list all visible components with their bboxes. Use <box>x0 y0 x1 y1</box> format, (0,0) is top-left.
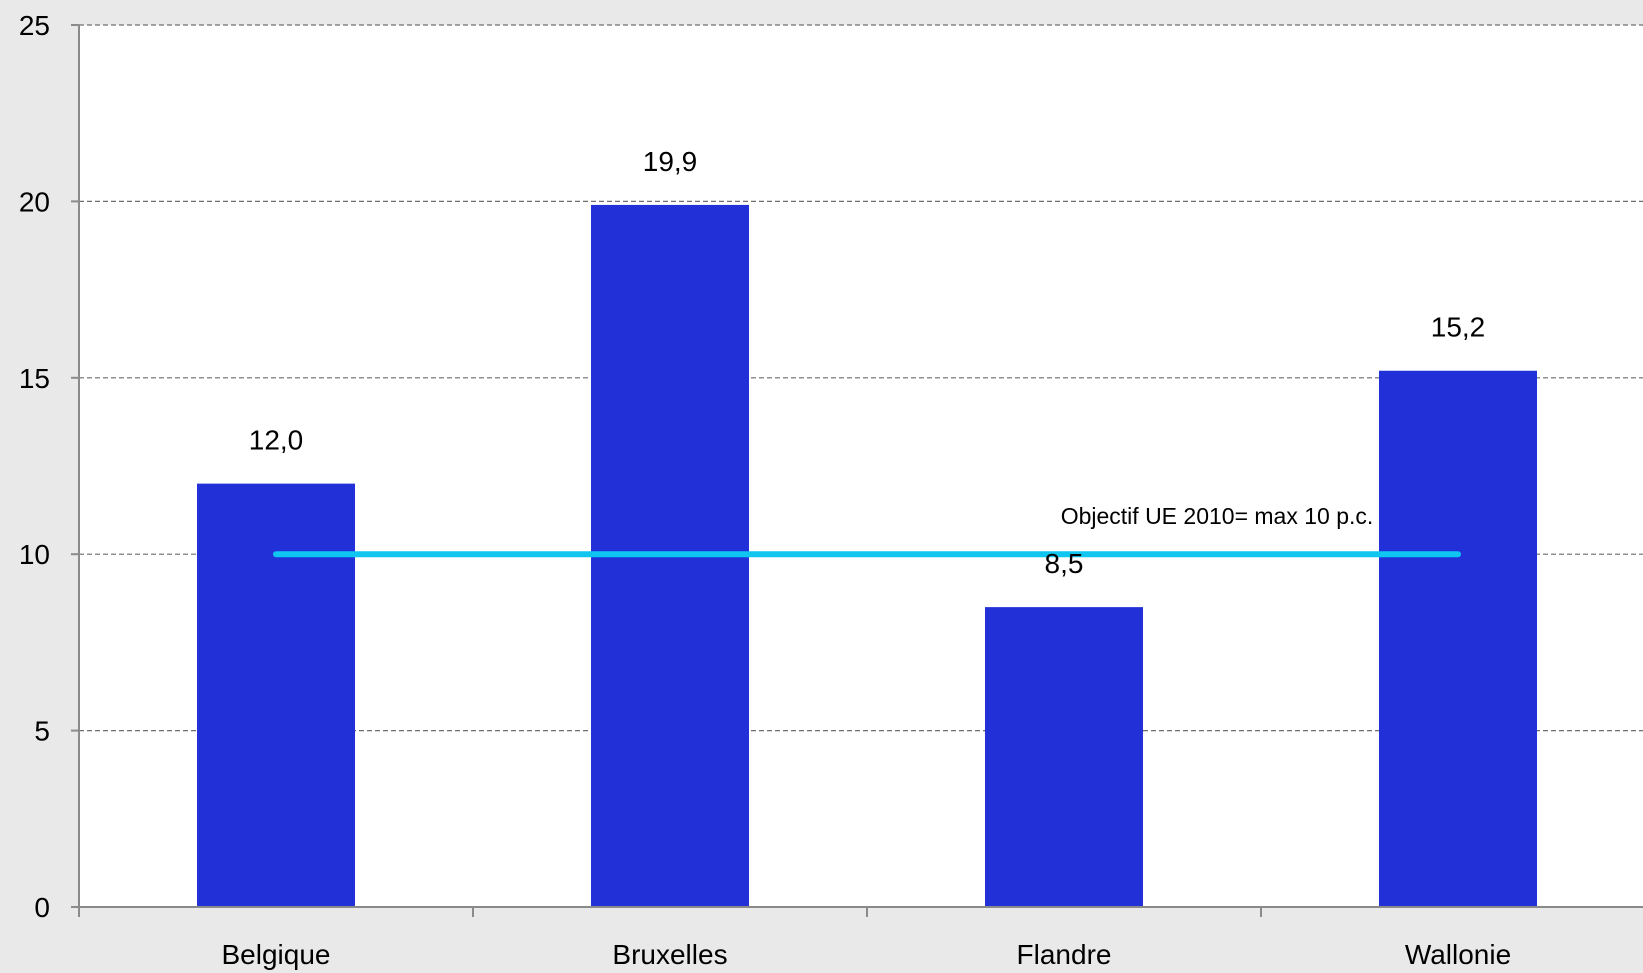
reference-line-label: Objectif UE 2010= max 10 p.c. <box>1061 503 1374 529</box>
y-axis-ticks: 0 5 10 15 20 25 <box>19 10 79 923</box>
x-tick-label-wallonie: Wallonie <box>1405 939 1511 970</box>
y-tick-label: 10 <box>19 539 50 570</box>
bar-belgique <box>197 483 355 907</box>
data-labels: 12,0 19,9 8,5 15,2 <box>249 146 1486 579</box>
y-tick-label: 0 <box>34 892 50 923</box>
x-tick-label-flandre: Flandre <box>1017 939 1112 970</box>
reference-line-group: Objectif UE 2010= max 10 p.c. <box>273 503 1461 558</box>
data-label-bruxelles: 19,9 <box>643 146 698 177</box>
y-tick-label: 5 <box>34 716 50 747</box>
bar-flandre <box>985 607 1143 907</box>
data-label-belgique: 12,0 <box>249 425 304 456</box>
x-tick-label-belgique: Belgique <box>222 939 331 970</box>
y-tick-label: 20 <box>19 186 50 217</box>
data-label-wallonie: 15,2 <box>1431 312 1486 343</box>
y-tick-label: 25 <box>19 10 50 41</box>
data-label-flandre: 8,5 <box>1045 548 1084 579</box>
bar-wallonie <box>1379 370 1537 907</box>
x-tick-label-bruxelles: Bruxelles <box>612 939 727 970</box>
x-axis-ticks: Belgique Bruxelles Flandre Wallonie <box>78 907 1511 970</box>
y-tick-label: 15 <box>19 363 50 394</box>
